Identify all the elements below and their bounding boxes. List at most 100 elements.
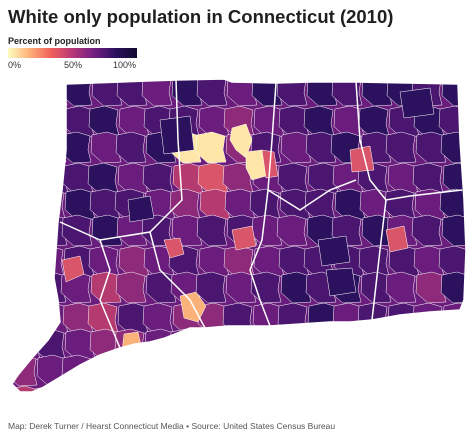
town-shape xyxy=(253,385,285,392)
town-shape xyxy=(361,354,393,387)
town-shape xyxy=(171,354,203,387)
town-shape xyxy=(412,302,444,335)
town-regions xyxy=(12,79,466,392)
town-shape xyxy=(12,385,40,392)
town-shape xyxy=(359,328,391,361)
town-shape xyxy=(442,302,466,335)
town-shape xyxy=(438,245,466,278)
town-shape xyxy=(12,188,41,221)
town-shape xyxy=(413,385,445,392)
town-shape xyxy=(142,302,174,335)
town-shape xyxy=(231,225,257,251)
town-shape xyxy=(33,105,65,138)
town-shape xyxy=(12,162,39,195)
town-shape xyxy=(116,354,148,387)
town-shape xyxy=(303,385,335,392)
town-shape xyxy=(118,385,150,392)
town-shape xyxy=(143,385,175,392)
county-boundary xyxy=(355,81,463,201)
town-shape xyxy=(399,87,435,119)
town-shape xyxy=(224,328,256,361)
town-shape xyxy=(222,302,254,335)
town-shape xyxy=(277,302,309,335)
town-shape xyxy=(195,131,227,164)
town-shape xyxy=(12,131,42,164)
town-shape xyxy=(142,162,174,195)
town-shape xyxy=(385,131,417,164)
town-shape xyxy=(304,328,336,361)
town-shape xyxy=(385,225,409,253)
town-shape xyxy=(303,105,335,138)
town-shape xyxy=(198,385,230,392)
town-shape xyxy=(277,162,309,195)
town-shape xyxy=(88,245,120,278)
town-shape xyxy=(304,188,336,221)
legend-color-bar xyxy=(8,48,137,58)
town-shape xyxy=(33,385,65,392)
town-shape xyxy=(387,302,419,335)
town-shape xyxy=(199,328,231,361)
town-shape xyxy=(384,328,416,361)
county-boundary xyxy=(371,199,387,321)
town-shape xyxy=(278,385,310,392)
town-shape xyxy=(196,214,228,247)
legend-tick-100: 100% xyxy=(113,60,137,70)
town-shape xyxy=(115,271,147,304)
town-shape xyxy=(144,328,176,361)
town-shape xyxy=(12,245,40,278)
town-shape xyxy=(115,131,147,164)
town-shape xyxy=(317,235,351,267)
town-shape xyxy=(141,79,173,107)
chart-title: White only population in Connecticut (20… xyxy=(8,6,394,27)
town-shape xyxy=(358,385,390,392)
town-shape xyxy=(386,354,418,387)
town-shape xyxy=(141,214,173,247)
town-shape xyxy=(349,145,375,173)
town-shape xyxy=(385,271,417,304)
town-shape xyxy=(412,162,444,195)
town-shape xyxy=(168,385,200,392)
town-shape xyxy=(127,195,155,223)
town-shape xyxy=(358,245,390,278)
town-shape xyxy=(12,105,40,138)
town-shape xyxy=(12,214,38,247)
town-shape xyxy=(159,115,195,155)
town-shape xyxy=(35,131,67,164)
town-shape xyxy=(61,354,93,387)
town-shape xyxy=(12,328,41,361)
town-shape xyxy=(226,354,258,387)
town-shape xyxy=(279,328,311,361)
town-shape xyxy=(12,302,39,335)
town-shape xyxy=(12,271,42,304)
legend-title: Percent of population xyxy=(8,36,101,46)
town-shape xyxy=(196,354,228,387)
town-shape xyxy=(411,214,443,247)
town-shape xyxy=(63,385,95,392)
county-boundary xyxy=(59,79,183,241)
legend-tick-50: 50% xyxy=(64,60,83,70)
town-shape xyxy=(439,188,466,221)
town-shape xyxy=(358,105,390,138)
town-shape xyxy=(88,385,120,392)
town-shape xyxy=(441,354,466,387)
town-shape xyxy=(61,255,85,283)
town-shape xyxy=(414,328,446,361)
town-shape xyxy=(325,267,357,297)
town-shape xyxy=(61,214,93,247)
town-shape xyxy=(163,237,185,259)
town-shape xyxy=(334,328,366,361)
county-boundary xyxy=(149,231,206,329)
town-shape xyxy=(306,354,338,387)
town-shape xyxy=(411,354,443,387)
town-shape xyxy=(249,328,281,361)
legend-tick-0: 0% xyxy=(8,60,22,70)
town-shape xyxy=(245,149,267,181)
town-shape xyxy=(333,385,365,392)
county-boundary xyxy=(249,189,271,327)
town-shape xyxy=(169,188,201,221)
town-shape xyxy=(33,245,65,278)
town-shape xyxy=(438,385,466,392)
town-shape xyxy=(439,328,466,361)
town-shape xyxy=(12,79,38,107)
